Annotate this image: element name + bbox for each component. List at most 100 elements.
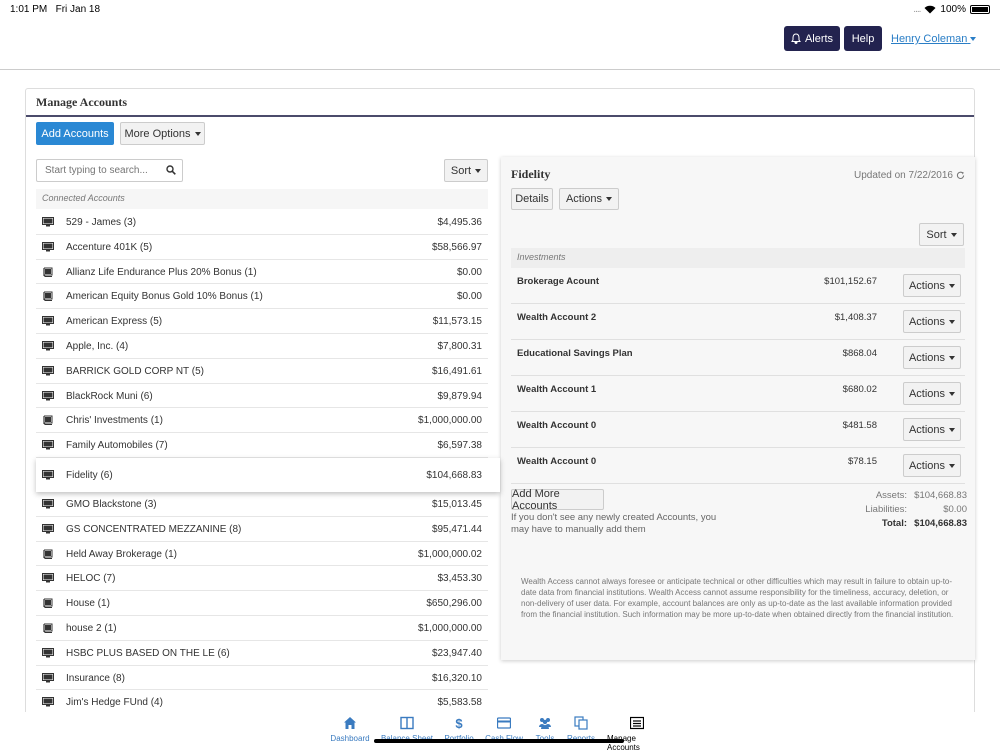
chevron-down-icon [949,391,956,396]
account-row[interactable]: Insurance (8) $16,320.10 [36,666,488,691]
chevron-down-icon [606,197,613,201]
account-row[interactable]: BlackRock Muni (6) $9,879.94 [36,384,488,409]
investment-row: Wealth Account 2 $1,408.37 Actions [511,304,965,340]
account-row[interactable]: HSBC PLUS BASED ON THE LE (6) $23,947.40 [36,641,488,666]
account-value: $11,573.15 [432,316,482,328]
book-icon [42,415,54,426]
liabilities-label: Liabilities: [865,504,907,515]
nav-item-balance-sheet[interactable]: Balance Sheet [377,716,437,743]
account-row[interactable]: Apple, Inc. (4) $7,800.31 [36,334,488,359]
investment-actions-button[interactable]: Actions [903,346,961,369]
investment-name: Educational Savings Plan [517,348,633,359]
account-row[interactable]: American Equity Bonus Gold 10% Bonus (1)… [36,284,488,310]
chevron-down-icon [970,37,977,42]
nav-item-manage-accounts[interactable]: Manage Accounts [607,716,667,750]
monitor-icon [42,672,54,683]
search-icon[interactable] [166,165,176,175]
search-input[interactable] [37,160,157,181]
bottom-nav: Dashboard Balance Sheet $ Portfolio Cash Flo… [0,712,1000,750]
alerts-button[interactable]: Alerts [784,26,840,51]
list-icon [629,716,645,730]
book-icon [42,623,54,633]
account-row[interactable]: BARRICK GOLD CORP NT (5) $16,491.61 [36,359,488,384]
refresh-icon[interactable] [956,171,965,180]
account-name: GMO Blackstone (3) [66,498,157,510]
account-row[interactable]: GMO Blackstone (3) $15,013.45 [36,492,488,517]
account-row[interactable]: Family Automobiles (7) $6,597.38 [36,433,488,458]
assets-row: Assets: $104,668.83 [865,489,967,503]
nav-item-portfolio[interactable]: $ Portfolio [429,716,489,743]
user-name: Henry Coleman [891,33,968,45]
account-value: $9,879.94 [437,390,483,402]
account-row[interactable]: Held Away Brokerage (1) $1,000,000.02 [36,542,488,567]
account-value: $3,453.30 [437,573,483,585]
accounts-list: 529 - James (3) $4,495.36 Accenture 401K (… [36,210,500,716]
account-value: $1,000,000.00 [418,622,482,634]
investment-name: Brokerage Acount [517,276,599,287]
nav-item-reports[interactable]: Reports [551,716,611,743]
monitor-icon [42,390,54,401]
signal-icon: .... [913,4,921,15]
investment-actions-button[interactable]: Actions [903,310,961,333]
total-row: Total: $104,668.83 [865,517,967,531]
investment-row: Wealth Account 0 $78.15 Actions [511,448,965,484]
account-row[interactable]: GS CONCENTRATED MEZZANINE (8) $95,471.44 [36,517,488,542]
account-name: 529 - James (3) [66,217,137,228]
search-box[interactable] [36,159,183,182]
detail-actions-button[interactable]: Actions [559,188,619,210]
account-row[interactable]: HELOC (7) $3,453.30 [36,566,488,592]
chevron-down-icon [949,319,956,324]
investment-actions-button[interactable]: Actions [903,274,961,297]
account-row[interactable]: Fidelity (6) $104,668.83 [36,457,500,492]
investments-list: Brokerage Acount $101,152.67 Actions Wealth… [511,268,965,484]
nav-item-cash-flow[interactable]: Cash Flow [474,716,534,743]
nav-item-dashboard[interactable]: Dashboard [320,716,380,743]
actions-label: Actions [908,387,946,400]
user-menu[interactable]: Henry Coleman [891,33,977,45]
nav-label: Portfolio [444,734,473,743]
account-row[interactable]: house 2 (1) $1,000,000.00 [36,616,488,641]
monitor-icon [42,697,54,707]
detail-title: Fidelity [511,167,551,181]
account-name: Allianz Life Endurance Plus 20% Bonus (1… [66,266,257,278]
monitor-icon [42,316,54,326]
account-name: Held Away Brokerage (1) [66,548,177,560]
left-sort-button[interactable]: Sort [444,159,488,182]
investments-header: Investments [511,248,965,268]
investment-actions-button[interactable]: Actions [903,418,961,441]
top-header: Alerts Help Henry Coleman [0,18,1000,70]
investment-actions-button[interactable]: Actions [903,382,961,405]
monitor-icon [42,340,54,351]
add-accounts-button[interactable]: Add Accounts [36,122,114,145]
add-accounts-note: If you don't see any newly created Accou… [511,512,717,535]
investment-name: Wealth Account 0 [517,420,597,431]
status-right: .... 100% [913,4,990,15]
account-row[interactable]: 529 - James (3) $4,495.36 [36,210,488,235]
monitor-icon [42,498,54,509]
account-name: HELOC (7) [66,573,116,585]
nav-item-tools[interactable]: Tools [515,716,575,743]
account-name: Accenture 401K (5) [66,241,153,253]
account-row[interactable]: American Express (5) $11,573.15 [36,309,488,334]
investment-row: Brokerage Acount $101,152.67 Actions [511,268,965,304]
help-button[interactable]: Help [844,26,882,51]
account-row[interactable]: House (1) $650,296.00 [36,591,488,616]
add-more-accounts-button[interactable]: Add More Accounts [511,488,604,512]
home-icon [343,716,357,730]
connected-accounts-header: Connected Accounts [36,189,488,209]
investment-row: Wealth Account 0 $481.58 Actions [511,412,965,448]
bell-icon [791,33,801,44]
account-name: House (1) [66,598,110,610]
details-button[interactable]: Details [511,188,553,210]
investment-actions-button[interactable]: Actions [903,454,961,477]
monitor-icon [42,241,54,252]
more-options-button[interactable]: More Options [120,122,205,145]
account-detail-card: Fidelity Updated on 7/22/2016 Details Ac… [501,157,975,660]
monitor-icon [42,523,54,534]
account-row[interactable]: Allianz Life Endurance Plus 20% Bonus (1… [36,260,488,285]
actions-label: Actions [908,423,946,436]
account-row[interactable]: Chris' Investments (1) $1,000,000.00 [36,408,488,434]
account-name: GS CONCENTRATED MEZZANINE (8) [66,523,242,535]
account-row[interactable]: Accenture 401K (5) $58,566.97 [36,235,488,260]
detail-sort-button[interactable]: Sort [919,223,964,246]
